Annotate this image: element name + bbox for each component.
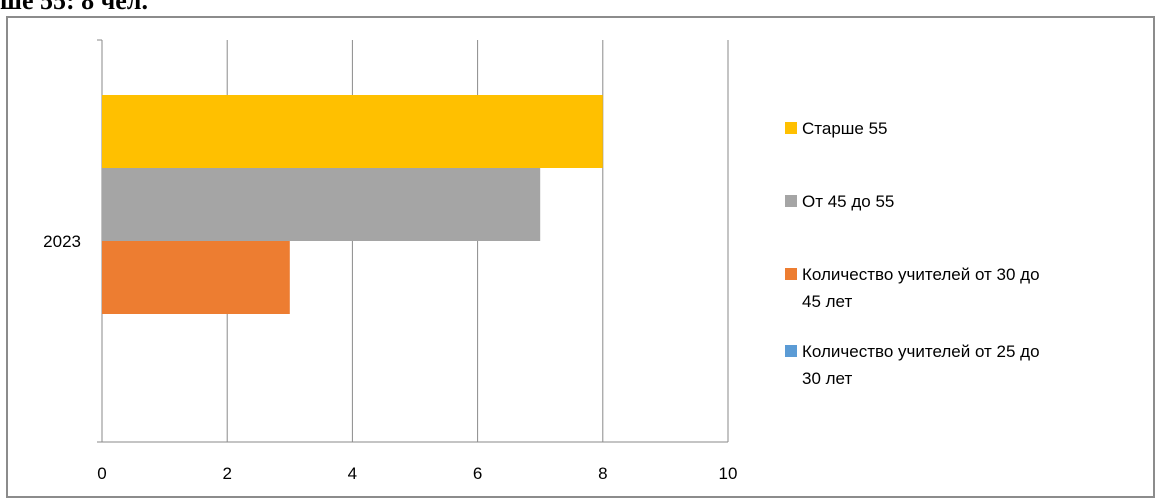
header-text-fragment: ше 55: 8 чел. [0, 0, 148, 15]
chart-frame: 0 2 4 6 8 10 2023 Старше 55 От 45 до 55 Количеств… [6, 16, 1155, 498]
legend-swatch [785, 195, 797, 207]
x-tick-label: 6 [473, 464, 482, 483]
y-tick-label: 2023 [43, 232, 81, 251]
x-tick-label: 2 [222, 464, 231, 483]
legend-label: От 45 до 55 [802, 192, 894, 211]
legend-label: Количество учителей от 25 до [802, 342, 1040, 361]
bar-chart: 0 2 4 6 8 10 2023 Старше 55 От 45 до 55 Количеств… [43, 39, 1040, 483]
legend-swatch [785, 268, 797, 280]
legend-label: 45 лет [802, 292, 852, 311]
legend-swatch [785, 122, 797, 134]
legend-swatch [785, 345, 797, 357]
bar [102, 168, 541, 241]
bar [102, 95, 603, 168]
bar [102, 241, 290, 314]
x-tick-label: 4 [348, 464, 357, 483]
legend-label: Количество учителей от 30 до [802, 265, 1040, 284]
x-tick-label: 0 [97, 464, 106, 483]
legend-label: Старше 55 [802, 119, 888, 138]
x-tick-label: 10 [719, 464, 738, 483]
x-tick-label: 8 [598, 464, 607, 483]
legend-label: 30 лет [802, 369, 852, 388]
